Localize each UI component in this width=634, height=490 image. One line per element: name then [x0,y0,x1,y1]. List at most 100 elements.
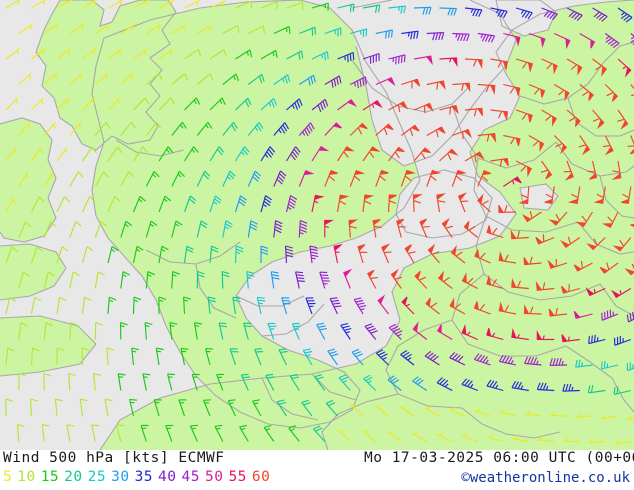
wind-barb [69,72,83,85]
wind-barb [222,121,238,136]
wind-barb [131,347,140,366]
wind-barb [239,424,249,442]
wind-barb [171,270,180,289]
wind-barb [120,23,136,34]
wind-barb [56,97,70,111]
wind-barb [523,304,542,315]
wind-barb [381,243,392,264]
wind-barb [351,348,364,366]
wind-barb [566,58,583,76]
wind-barb [91,424,100,442]
wind-barb [630,84,634,97]
wind-barb [343,268,353,289]
wind-barb [553,135,568,155]
coast-england-wales [91,0,421,429]
wind-barb [329,297,342,315]
wind-barb [209,245,219,264]
wind-barb [227,399,237,417]
wind-barb [477,32,496,43]
coast-channel [395,169,493,239]
weather-map-canvas[interactable] [0,0,634,450]
wind-barb [367,269,378,289]
wind-barb [362,194,375,213]
wind-barb [295,271,305,289]
wind-barb [502,176,522,187]
wind-barb [92,373,101,391]
wind-barb [222,170,236,187]
wind-barb [375,77,396,87]
wind-barb [601,211,619,228]
wind-barb [232,296,241,315]
wind-barb [183,195,197,213]
wind-barb [427,243,440,264]
wind-barb [153,399,162,417]
wind-barb [490,7,508,18]
land-ireland-south [0,244,66,300]
wind-barb [41,424,50,442]
wind-barb [554,84,570,102]
wind-barb [183,296,191,315]
wind-barb [413,147,431,162]
wind-barb [234,245,244,264]
wind-barb [247,220,258,238]
wind-barb [66,424,75,442]
wind-barb [107,0,124,9]
wind-barb [240,373,250,391]
map-title: Wind 500 hPa [kts] ECMWF [3,450,225,466]
wind-barb [196,270,205,289]
wind-barb [43,171,55,187]
wind-barb [184,0,201,9]
border-9 [577,221,634,255]
land-england-wales [92,0,420,428]
wind-barb [490,58,508,72]
wind-barb [541,7,558,21]
wind-barb [56,0,72,9]
wind-barb [5,398,13,417]
wind-barb [388,5,406,14]
border-2 [451,103,557,169]
legend-value-10: 10 [17,469,36,485]
wind-barb [477,133,497,143]
wind-barb [375,349,389,366]
wind-barb-field [5,0,634,445]
wind-barb [461,433,478,443]
wind-barb [540,160,553,180]
wind-barb [5,0,21,9]
wind-barb [286,1,304,10]
wind-barb [298,122,315,137]
wind-barb [474,407,491,417]
wind-barb [133,48,148,60]
wind-barb [511,327,529,341]
wind-barb [412,376,428,391]
wind-barb [452,32,470,42]
wind-barb [171,121,187,136]
border-1 [351,59,471,113]
wind-barb [449,406,466,417]
legend-scale: 5 10 15 20 25 30 35 40 45 50 55 60 [3,469,275,485]
wind-barb [449,297,466,315]
wind-barb [196,170,211,187]
wind-barb [94,321,103,340]
wind-barb [5,347,15,366]
wind-barb [286,98,303,111]
wind-barb [235,0,253,9]
wind-barb [452,128,472,140]
wind-barb [133,97,150,111]
wind-barb [357,244,368,264]
wind-barb [133,0,149,9]
wind-barb [68,372,77,391]
wind-barb [586,237,606,251]
wind-barb [5,146,18,162]
wind-barb [69,171,84,187]
wind-barb [276,399,287,417]
coast-sw-margin [0,315,97,377]
coastline-border-layer [0,0,634,450]
wind-barb [305,297,316,315]
wind-barb [573,260,593,272]
wind-barb [107,146,123,162]
wind-barb [252,399,262,417]
wind-barb [248,25,265,35]
wind-barb [554,32,571,50]
wind-barb [145,271,155,289]
wind-barb [413,102,434,114]
